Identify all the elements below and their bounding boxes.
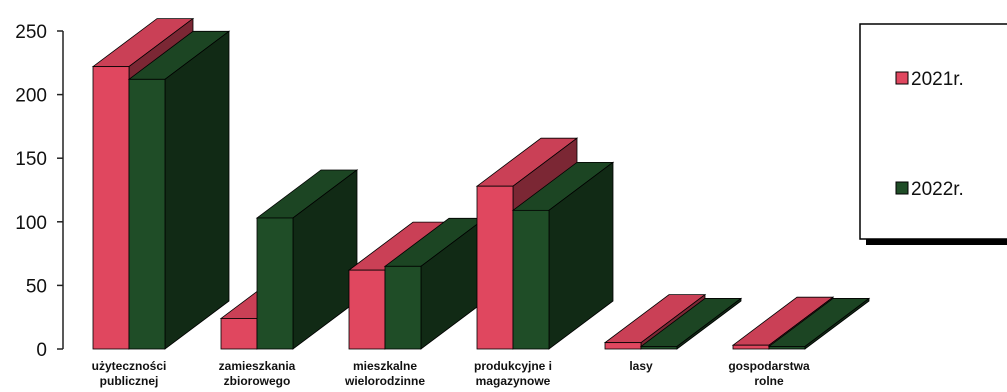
bar-side	[164, 30, 230, 350]
category-label: produkcyjne i	[474, 359, 552, 373]
category-label: użyteczności	[92, 359, 167, 373]
category-label: magazynowe	[476, 374, 551, 388]
bar-front	[92, 66, 130, 350]
bar-2022r.-4	[639, 297, 743, 350]
category-label: mieszkalne	[353, 359, 417, 373]
bar-2022r.-3	[511, 161, 615, 350]
bar-2022r.-2	[383, 217, 487, 350]
bar-2022r.-0	[127, 30, 231, 350]
category-label: rolne	[754, 374, 784, 388]
legend-swatch-2021	[895, 71, 909, 85]
bar-2022r.-5	[767, 297, 871, 350]
category-label: zbiorowego	[224, 374, 291, 388]
bar-front	[220, 318, 258, 350]
y-tick-label: 150	[15, 149, 47, 170]
bar-front	[732, 344, 770, 350]
bar-front	[256, 217, 294, 350]
category-label: wielorodzinne	[344, 374, 425, 388]
bar-front	[348, 269, 386, 350]
bars	[91, 17, 871, 350]
category-label: zamieszkania	[219, 359, 296, 373]
y-axis: 0 50 100 150 200 250	[15, 22, 64, 361]
y-tick-label: 250	[15, 22, 47, 43]
bar-front	[768, 346, 806, 350]
y-tick-label: 200	[15, 86, 47, 107]
y-tick-label: 100	[15, 213, 47, 234]
legend-swatch-2022	[895, 181, 909, 195]
bar-front	[640, 346, 678, 350]
bar-front	[604, 342, 642, 350]
category-label: lasy	[629, 359, 653, 373]
bar-front	[384, 265, 422, 350]
legend: 2021r. 2022r.	[859, 23, 1007, 245]
legend-box	[859, 23, 1007, 240]
bar-front	[128, 78, 166, 350]
legend-label-2021: 2021r.	[911, 69, 964, 90]
category-label: publicznej	[100, 374, 159, 388]
bar-front	[476, 185, 514, 350]
legend-label-2022: 2022r.	[911, 179, 964, 200]
category-label: gospodarstwa	[728, 359, 810, 373]
y-tick-label: 0	[36, 340, 47, 361]
bar-front	[512, 209, 550, 350]
bar-2022r.-1	[255, 169, 359, 350]
y-tick-label: 50	[26, 276, 47, 297]
